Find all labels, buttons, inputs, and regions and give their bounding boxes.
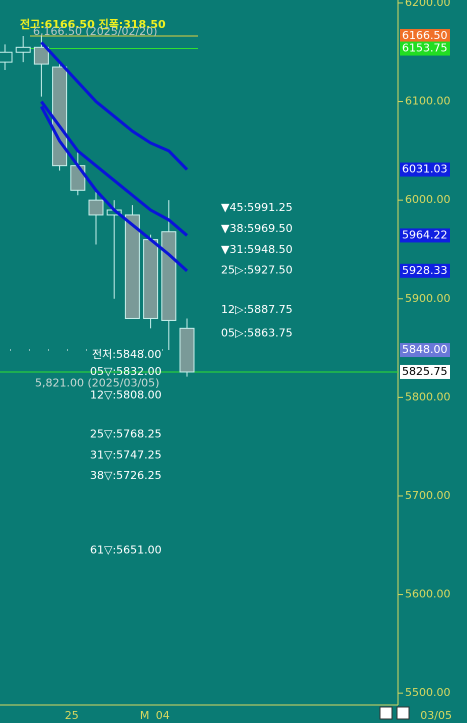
y-tick-label: 6100.00 — [405, 95, 451, 108]
pen-icon[interactable] — [379, 706, 393, 720]
y-tick-label: 5600.00 — [405, 588, 451, 601]
candle-body — [70, 165, 86, 191]
low-note: 5,821.00 (2025/03/05) — [35, 377, 159, 390]
y-tick-label: 6000.00 — [405, 193, 451, 206]
x-tick-label: 25 — [65, 709, 79, 722]
candle-body — [88, 199, 104, 216]
level-label: 38▽:5726.25 — [90, 469, 162, 482]
level-label: 25▽:5768.25 — [90, 428, 162, 441]
price-marker-label: 6031.03 — [402, 163, 448, 176]
x-tick-label: 04 — [156, 709, 170, 722]
level-label: ▼38:5969.50 — [221, 222, 293, 235]
price-marker-label: 5825.75 — [402, 365, 448, 378]
candle-body — [179, 327, 195, 373]
moving-average — [40, 41, 189, 171]
level-label: 61▽:5651.00 — [90, 543, 162, 556]
price-marker-label: 5848.00 — [402, 343, 448, 356]
price-marker — [400, 162, 450, 177]
price-marker — [400, 41, 450, 56]
price-marker-label: 6166.50 — [402, 29, 448, 42]
level-label: 05▽:5832.00 — [90, 365, 162, 378]
level-label: 12▽:5808.00 — [90, 388, 162, 401]
x-tick-label: M — [140, 709, 150, 722]
price-marker — [400, 364, 450, 379]
price-marker — [400, 343, 450, 358]
price-marker — [400, 228, 450, 243]
y-tick-label: 5900.00 — [405, 292, 451, 305]
price-marker-label: 6153.75 — [402, 42, 448, 55]
level-label: 25▷:5927.50 — [221, 264, 293, 277]
level-label: ▼31:5948.50 — [221, 243, 293, 256]
candle-body — [124, 214, 140, 319]
candle-body — [0, 51, 13, 63]
level-label: ▼45:5991.25 — [221, 201, 293, 214]
price-marker-label: 5964.22 — [402, 228, 448, 241]
candle-body — [52, 66, 68, 167]
moving-average — [40, 105, 189, 272]
candle-body — [143, 239, 159, 319]
high-note: 6,166.50 (2025/02/20) — [33, 25, 157, 38]
level-label: 12▷:5887.75 — [221, 303, 293, 316]
y-tick-label: 5800.00 — [405, 390, 451, 403]
y-tick-label: 5700.00 — [405, 489, 451, 502]
chart-title: 전고:6166.50 진폭:318.50 — [20, 17, 166, 31]
date-label: 03/05 — [420, 709, 452, 722]
prev-low-label: 전저:5848.00 — [92, 348, 161, 361]
price-marker-label: 5928.33 — [402, 264, 448, 277]
moving-average — [40, 100, 188, 237]
level-label: 31▽:5747.25 — [90, 448, 162, 461]
level-label: 05▷:5863.75 — [221, 327, 293, 340]
candle-body — [15, 46, 31, 53]
y-tick-label: 5500.00 — [405, 686, 451, 699]
candle-body — [33, 46, 49, 65]
zoom-icon[interactable] — [396, 706, 410, 720]
y-tick-label: 6200.00 — [405, 0, 451, 9]
candle-body — [161, 231, 177, 321]
price-marker — [400, 263, 450, 278]
price-marker — [400, 28, 450, 43]
